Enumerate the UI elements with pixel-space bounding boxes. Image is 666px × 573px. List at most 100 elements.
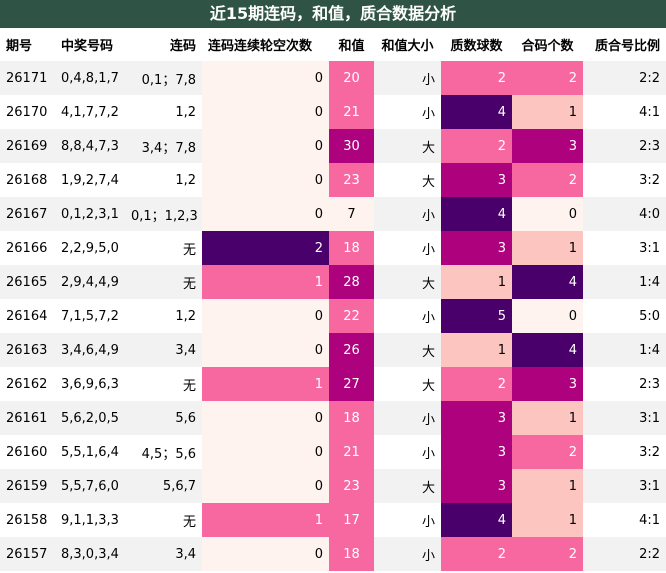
table-row: 26171 0,4,8,1,7 0,1；7,8 0 20 小 2 2 2:2 (0, 61, 666, 95)
cell-period: 26159 (0, 469, 55, 503)
cell-consecutive: 3,4；7,8 (125, 129, 202, 163)
cell-ratio: 1:4 (583, 333, 666, 367)
table-row: 26157 8,3,0,3,4 3,4 0 18 小 2 2 2:2 (0, 537, 666, 571)
cell-skip: 0 (202, 61, 329, 95)
cell-sum: 23 (329, 469, 374, 503)
cell-period: 26168 (0, 163, 55, 197)
cell-size: 大 (374, 265, 441, 299)
cell-ratio: 2:2 (583, 537, 666, 571)
cell-period: 26163 (0, 333, 55, 367)
table-row: 26165 2,9,4,4,9 无 1 28 大 1 4 1:4 (0, 265, 666, 299)
cell-period: 26169 (0, 129, 55, 163)
cell-numbers: 1,9,2,7,4 (55, 163, 125, 197)
table-row: 26159 5,5,7,6,0 5,6,7 0 23 大 3 1 3:1 (0, 469, 666, 503)
cell-skip: 0 (202, 333, 329, 367)
cell-size: 小 (374, 231, 441, 265)
cell-consecutive: 1,2 (125, 95, 202, 129)
header-skip: 连码连续轮空次数 (208, 39, 313, 54)
cell-numbers: 5,5,1,6,4 (55, 435, 125, 469)
cell-composite: 2 (512, 61, 583, 95)
cell-prime: 2 (441, 367, 512, 401)
cell-numbers: 2,2,9,5,0 (55, 231, 125, 265)
cell-numbers: 5,5,7,6,0 (55, 469, 125, 503)
cell-ratio: 5:0 (583, 299, 666, 333)
cell-composite: 4 (512, 265, 583, 299)
cell-numbers: 8,3,0,3,4 (55, 537, 125, 571)
cell-size: 小 (374, 401, 441, 435)
cell-numbers: 0,1,2,3,1 (55, 197, 125, 231)
cell-ratio: 2:3 (583, 129, 666, 163)
cell-composite: 1 (512, 469, 583, 503)
cell-sum: 7 (329, 197, 374, 231)
cell-period: 26158 (0, 503, 55, 537)
cell-ratio: 3:2 (583, 163, 666, 197)
header-period: 期号 (6, 39, 33, 54)
cell-sum: 23 (329, 163, 374, 197)
cell-composite: 3 (512, 129, 583, 163)
cell-period: 26161 (0, 401, 55, 435)
cell-ratio: 2:3 (583, 367, 666, 401)
cell-prime: 4 (441, 503, 512, 537)
cell-consecutive: 3,4 (125, 333, 202, 367)
cell-size: 大 (374, 367, 441, 401)
cell-sum: 26 (329, 333, 374, 367)
cell-ratio: 4:0 (583, 197, 666, 231)
cell-size: 大 (374, 333, 441, 367)
cell-sum: 18 (329, 231, 374, 265)
cell-prime: 4 (441, 95, 512, 129)
table-row: 26162 3,6,9,6,3 无 1 27 大 2 3 2:3 (0, 367, 666, 401)
cell-sum: 27 (329, 367, 374, 401)
header-sum: 和值 (338, 39, 365, 54)
cell-consecutive: 5,6,7 (125, 469, 202, 503)
cell-ratio: 3:1 (583, 469, 666, 503)
cell-composite: 2 (512, 435, 583, 469)
cell-numbers: 0,4,8,1,7 (55, 61, 125, 95)
cell-composite: 1 (512, 95, 583, 129)
table-row: 26167 0,1,2,3,1 0,1；1,2,3 0 7 小 4 0 4:0 (0, 197, 666, 231)
cell-prime: 4 (441, 197, 512, 231)
cell-numbers: 5,6,2,0,5 (55, 401, 125, 435)
cell-skip: 0 (202, 469, 329, 503)
table-body: 26171 0,4,8,1,7 0,1；7,8 0 20 小 2 2 2:2 26170 4,1,7… (0, 61, 666, 571)
cell-consecutive: 无 (125, 367, 202, 401)
table-row: 26166 2,2,9,5,0 无 2 18 小 3 1 3:1 (0, 231, 666, 265)
cell-consecutive: 无 (125, 503, 202, 537)
cell-consecutive: 3,4 (125, 537, 202, 571)
cell-ratio: 3:2 (583, 435, 666, 469)
cell-numbers: 7,1,5,7,2 (55, 299, 125, 333)
analysis-table: 期号 中奖号码 连码 连码连续轮空次数 和值 和值大小 质数球数 合码个数 质合… (0, 28, 666, 571)
cell-period: 26160 (0, 435, 55, 469)
cell-sum: 21 (329, 435, 374, 469)
cell-sum: 30 (329, 129, 374, 163)
cell-ratio: 1:4 (583, 265, 666, 299)
cell-period: 26157 (0, 537, 55, 571)
cell-ratio: 3:1 (583, 231, 666, 265)
cell-prime: 1 (441, 265, 512, 299)
cell-composite: 0 (512, 299, 583, 333)
cell-period: 26162 (0, 367, 55, 401)
cell-ratio: 4:1 (583, 503, 666, 537)
cell-ratio: 3:1 (583, 401, 666, 435)
cell-composite: 0 (512, 197, 583, 231)
cell-period: 26171 (0, 61, 55, 95)
cell-sum: 28 (329, 265, 374, 299)
cell-consecutive: 4,5；5,6 (125, 435, 202, 469)
cell-size: 大 (374, 163, 441, 197)
header-ratio: 质合号比例 (594, 39, 660, 54)
cell-prime: 2 (441, 61, 512, 95)
cell-prime: 3 (441, 163, 512, 197)
header-size: 和值大小 (381, 39, 434, 54)
cell-prime: 1 (441, 333, 512, 367)
cell-sum: 20 (329, 61, 374, 95)
cell-size: 小 (374, 537, 441, 571)
cell-skip: 0 (202, 401, 329, 435)
cell-consecutive: 0,1；7,8 (125, 61, 202, 95)
cell-prime: 5 (441, 299, 512, 333)
cell-period: 26166 (0, 231, 55, 265)
cell-skip: 0 (202, 299, 329, 333)
cell-numbers: 9,1,1,3,3 (55, 503, 125, 537)
header-consecutive: 连码 (169, 39, 196, 54)
cell-prime: 3 (441, 401, 512, 435)
cell-sum: 18 (329, 537, 374, 571)
cell-consecutive: 无 (125, 231, 202, 265)
